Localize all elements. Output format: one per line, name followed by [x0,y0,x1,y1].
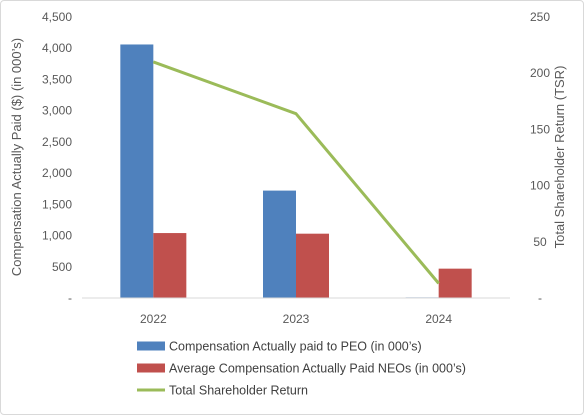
y-tick-label: 3,000 [42,104,72,118]
y-tick-label: 500 [52,260,72,274]
y-tick-label: 2,500 [42,135,72,149]
y-tick-label: 2,000 [42,166,72,180]
y2-tick-label: 200 [530,66,550,80]
bar-peo-2023 [263,190,296,298]
legend: Compensation Actually paid to PEO (in 00… [137,340,466,398]
y2-tick-label: 100 [530,179,550,193]
y2-tick-label: 50 [533,235,547,249]
legend-swatch-neo [137,363,165,373]
bar-neo-2024 [438,268,472,298]
y-tick-label: 4,500 [42,10,72,24]
y2-tick-label: - [538,291,542,305]
bar-neo-2022 [153,233,187,298]
bar-neo-2023 [296,233,329,298]
y-tick-label: - [68,291,72,305]
y-tick-label: 3,500 [42,72,72,86]
y-tick-label: 4,000 [42,41,72,55]
y-tick-label: 1,000 [42,229,72,243]
legend-swatch-peo [137,341,165,351]
legend-label: Average Compensation Actually Paid NEOs … [169,362,466,376]
y2-axis-title: Total Shareholder Return (TSR) [552,66,567,249]
bar-peo-2022 [120,44,154,298]
y2-tick-label: 150 [530,122,550,136]
legend-label: Compensation Actually paid to PEO (in 00… [169,340,422,354]
x-tick-label: 2022 [140,312,167,326]
y-tick-label: 1,500 [42,197,72,211]
y2-tick-label: 250 [530,10,550,24]
tsr-line [152,60,440,285]
legend-label: Total Shareholder Return [169,384,308,398]
x-tick-label: 2024 [425,312,452,326]
y-axis-title: Compensation Actually Paid ($) (in 000’s… [9,38,24,276]
x-tick-label: 2023 [283,312,310,326]
